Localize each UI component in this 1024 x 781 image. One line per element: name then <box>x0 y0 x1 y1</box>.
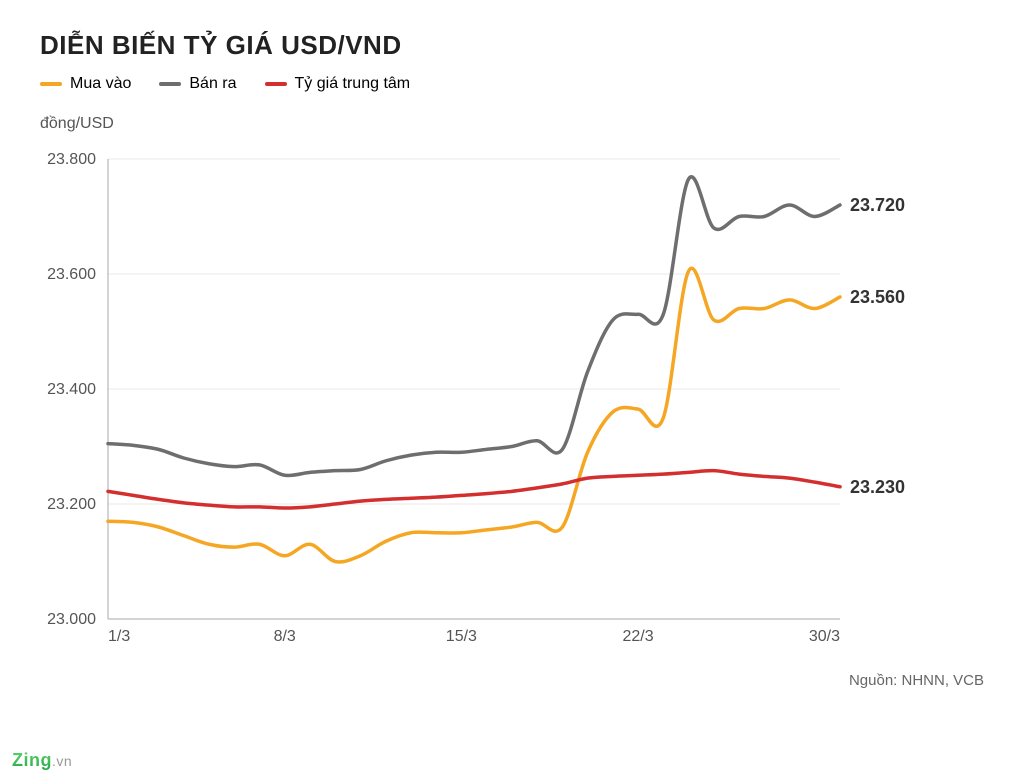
chart-container: DIỄN BIẾN TỶ GIÁ USD/VND Mua vào Bán ra … <box>0 0 1024 781</box>
series-end-label-mua_vao: 23.560 <box>850 287 905 308</box>
plot-area: 23.000 23.200 23.400 23.600 23.800 1/3 8/3 15/3… <box>40 139 984 664</box>
y-axis-label: đồng/USD <box>40 115 984 133</box>
svg-text:23.000: 23.000 <box>47 611 96 628</box>
legend-label: Bán ra <box>189 75 236 93</box>
svg-text:23.200: 23.200 <box>47 496 96 513</box>
source-attribution: Nguồn: NHNN, VCB <box>40 672 984 689</box>
watermark-text: Zing <box>12 750 52 770</box>
legend-swatch <box>40 82 62 86</box>
legend-swatch <box>265 82 287 86</box>
series-line-trung_tam <box>108 471 840 508</box>
svg-text:8/3: 8/3 <box>274 628 296 645</box>
legend: Mua vào Bán ra Tỷ giá trung tâm <box>40 75 984 93</box>
legend-item-ban-ra: Bán ra <box>159 75 236 93</box>
svg-text:30/3: 30/3 <box>809 628 840 645</box>
svg-text:15/3: 15/3 <box>446 628 477 645</box>
legend-item-mua-vao: Mua vào <box>40 75 131 93</box>
svg-text:1/3: 1/3 <box>108 628 130 645</box>
chart-title: DIỄN BIẾN TỶ GIÁ USD/VND <box>40 30 984 61</box>
svg-text:22/3: 22/3 <box>622 628 653 645</box>
series-line-mua_vao <box>108 268 840 562</box>
watermark-logo: Zing.vn <box>12 750 72 771</box>
legend-label: Tỷ giá trung tâm <box>295 75 411 93</box>
legend-item-trung-tam: Tỷ giá trung tâm <box>265 75 411 93</box>
series-end-label-trung_tam: 23.230 <box>850 477 905 498</box>
svg-text:23.600: 23.600 <box>47 266 96 283</box>
series-end-label-ban_ra: 23.720 <box>850 195 905 216</box>
watermark-domain: .vn <box>52 753 72 769</box>
svg-text:23.400: 23.400 <box>47 381 96 398</box>
legend-label: Mua vào <box>70 75 131 93</box>
svg-text:23.800: 23.800 <box>47 151 96 168</box>
series-line-ban_ra <box>108 177 840 476</box>
line-chart-svg: 23.000 23.200 23.400 23.600 23.800 1/3 8/3 15/3… <box>40 139 920 659</box>
legend-swatch <box>159 82 181 86</box>
